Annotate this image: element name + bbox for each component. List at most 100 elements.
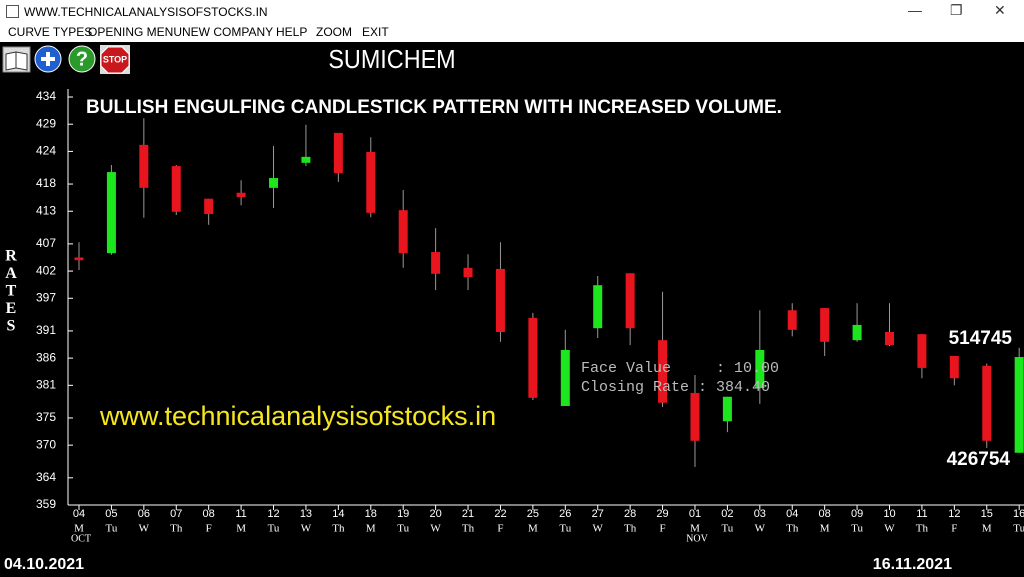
y-tick-label: 375 [36, 410, 56, 424]
volume-min: 426754 [947, 449, 1011, 470]
weekday-label: Tu [105, 523, 117, 535]
y-axis-label: S [7, 318, 16, 335]
x-tick-label: 12 [267, 508, 279, 520]
candle-body [885, 332, 894, 346]
weekday-label: Tu [721, 523, 733, 535]
weekday-label: Tu [559, 523, 571, 535]
info-line: Closing Rate : 384.40 [581, 379, 770, 396]
volume-max: 514745 [949, 328, 1013, 349]
x-tick-label: 29 [656, 508, 668, 520]
x-tick-label: 11 [916, 508, 927, 520]
x-tick-label: 05 [105, 508, 117, 520]
weekday-label: Tu [1013, 523, 1024, 535]
minimize-button[interactable]: — [908, 2, 922, 18]
app-icon [6, 5, 19, 18]
y-tick-label: 386 [36, 350, 56, 364]
x-tick-label: 08 [203, 508, 215, 520]
y-tick-label: 424 [36, 144, 56, 158]
menu-item[interactable]: EXIT [362, 25, 389, 39]
x-tick-label: 03 [754, 508, 766, 520]
x-tick-label: 21 [462, 508, 474, 520]
weekday-label: Th [916, 523, 929, 535]
candle-body [528, 317, 538, 398]
weekday-label: W [301, 523, 312, 535]
month-label: OCT [71, 533, 91, 544]
candle-body [106, 172, 116, 254]
restore-button[interactable]: ❐ [950, 2, 963, 18]
y-tick-label: 418 [36, 176, 56, 190]
candle-body [560, 349, 570, 406]
start-date: 04.10.2021 [4, 556, 84, 573]
weekday-label: M [74, 523, 84, 535]
weekday-label: Th [462, 523, 475, 535]
help-icon: ? [76, 48, 88, 70]
x-tick-label: 07 [170, 508, 182, 520]
x-tick-label: 10 [883, 508, 895, 520]
menu-item[interactable]: OPENING MENU [88, 25, 183, 39]
candle-body [301, 156, 311, 163]
candle-body [820, 308, 830, 342]
weekday-label: W [755, 523, 766, 535]
weekday-label: M [690, 523, 700, 535]
y-tick-label: 434 [36, 89, 56, 103]
candle-body [171, 166, 181, 212]
candle-body [1014, 357, 1024, 453]
x-tick-label: 04 [786, 508, 798, 520]
plus-icon [41, 52, 55, 66]
menu-item[interactable]: ZOOM [316, 25, 352, 39]
y-tick-label: 397 [36, 290, 56, 304]
x-tick-label: 13 [300, 508, 312, 520]
y-tick-label: 370 [36, 437, 56, 451]
candle-body [593, 285, 603, 329]
y-tick-label: 402 [36, 263, 56, 277]
menu-item[interactable]: NEW COMPANY [182, 25, 274, 39]
x-tick-label: 11 [235, 508, 246, 520]
info-line: Face Value : 10.00 [581, 360, 779, 377]
y-tick-label: 413 [36, 203, 56, 217]
menu-item[interactable]: HELP [276, 25, 308, 39]
candle-body [625, 273, 635, 329]
candle-body [690, 392, 700, 441]
x-tick-label: 26 [559, 508, 571, 520]
candle-body [366, 151, 376, 213]
weekday-label: M [820, 523, 830, 535]
x-tick-label: 18 [365, 508, 377, 520]
x-tick-label: 20 [429, 508, 441, 520]
weekday-label: Th [624, 523, 637, 535]
candle-body [852, 324, 862, 341]
y-tick-label: 429 [36, 116, 56, 130]
close-button[interactable]: ✕ [994, 2, 1006, 18]
y-tick-label: 381 [36, 377, 56, 391]
x-tick-label: 28 [624, 508, 636, 520]
watermark: www.technicalanalysisofstocks.in [99, 401, 496, 431]
x-tick-label: 01 [689, 508, 701, 520]
window-title: WWW.TECHNICALANALYSISOFSTOCKS.IN [24, 5, 268, 19]
candle-body [463, 267, 473, 278]
x-tick-label: 16 [1013, 508, 1024, 520]
weekday-label: M [366, 523, 376, 535]
menu-item[interactable]: CURVE TYPES [8, 25, 93, 39]
x-tick-label: 09 [851, 508, 863, 520]
weekday-label: F [497, 523, 503, 535]
y-axis-label: T [6, 283, 17, 300]
weekday-label: Th [170, 523, 183, 535]
month-label: NOV [686, 533, 708, 544]
candle-body [431, 252, 441, 274]
x-tick-label: 22 [494, 508, 506, 520]
book-icon [5, 51, 28, 71]
weekday-label: Th [786, 523, 799, 535]
candle-body [658, 340, 668, 403]
candle-body [982, 365, 992, 441]
x-tick-label: 06 [138, 508, 150, 520]
weekday-label: Tu [268, 523, 280, 535]
x-tick-label: 27 [592, 508, 604, 520]
help-button[interactable] [68, 45, 96, 73]
y-axis-label: R [5, 248, 17, 265]
chart-background [0, 42, 1024, 577]
stop-sign [100, 46, 130, 74]
x-tick-label: 08 [819, 508, 831, 520]
candle-body [333, 132, 343, 174]
x-tick-label: 02 [721, 508, 733, 520]
candle-body [949, 355, 959, 379]
